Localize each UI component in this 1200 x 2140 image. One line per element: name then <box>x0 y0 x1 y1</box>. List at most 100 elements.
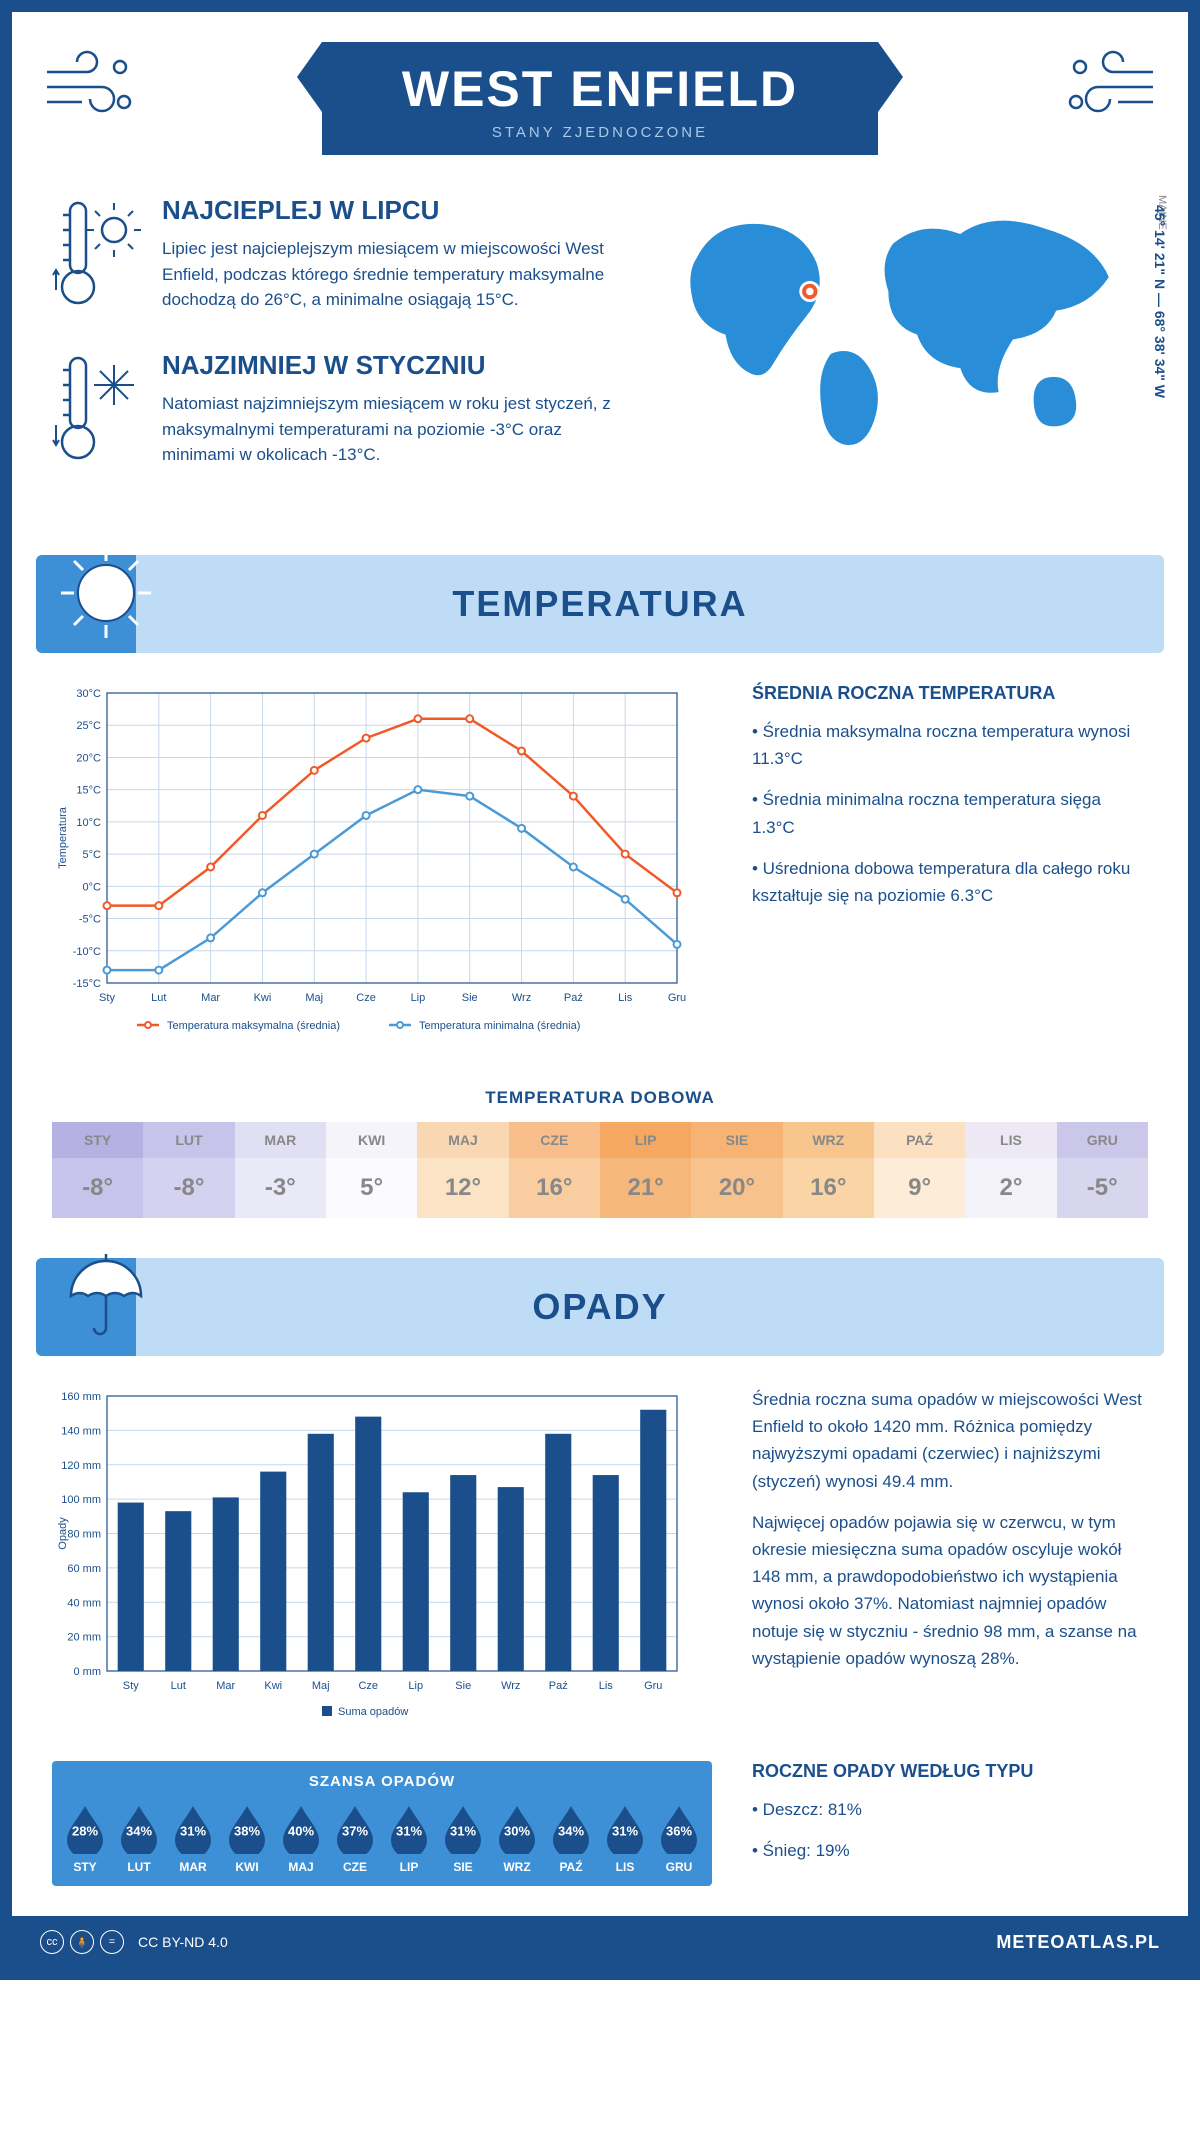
svg-text:100 mm: 100 mm <box>61 1494 101 1506</box>
svg-text:5°C: 5°C <box>83 849 102 861</box>
precip-chance-item: 34%PAŹ <box>544 1802 598 1874</box>
svg-text:-15°C: -15°C <box>73 978 101 990</box>
svg-text:Temperatura minimalna (średnia: Temperatura minimalna (średnia) <box>419 1020 580 1032</box>
wind-icon <box>1058 47 1158 127</box>
header: WEST ENFIELD STANY ZJEDNOCZONE <box>12 12 1188 175</box>
footer: cc 🧍 = CC BY-ND 4.0 METEOATLAS.PL <box>12 1916 1188 1968</box>
precip-text: Średnia roczna suma opadów w miejscowośc… <box>752 1386 1148 1731</box>
thermometer-hot-icon <box>52 195 142 320</box>
daily-temp-table: STY-8°LUT-8°MAR-3°KWI5°MAJ12°CZE16°LIP21… <box>52 1122 1148 1218</box>
svg-text:120 mm: 120 mm <box>61 1460 101 1472</box>
daily-temp-cell: STY-8° <box>52 1122 143 1218</box>
svg-text:Lip: Lip <box>408 1680 423 1692</box>
svg-text:Cze: Cze <box>356 992 376 1004</box>
svg-text:Wrz: Wrz <box>512 992 531 1004</box>
precip-chance-item: 30%WRZ <box>490 1802 544 1874</box>
temperature-section-head: TEMPERATURA <box>36 555 1164 653</box>
svg-text:Gru: Gru <box>644 1680 662 1692</box>
precip-section-head: OPADY <box>36 1258 1164 1356</box>
precip-chart: 0 mm20 mm40 mm60 mm80 mm100 mm120 mm140 … <box>52 1386 712 1731</box>
daily-temp-cell: WRZ16° <box>783 1122 874 1218</box>
warmest-title: NAJCIEPLEJ W LIPCU <box>162 195 638 226</box>
temperature-annual-text: ŚREDNIA ROCZNA TEMPERATURA • Średnia mak… <box>752 683 1148 1048</box>
svg-text:Lut: Lut <box>151 992 166 1004</box>
daily-temp-cell: LUT-8° <box>143 1122 234 1218</box>
coldest-block: NAJZIMNIEJ W STYCZNIU Natomiast najzimni… <box>52 350 638 475</box>
svg-text:Mar: Mar <box>201 992 220 1004</box>
precip-by-type: ROCZNE OPADY WEDŁUG TYPU • Deszcz: 81% •… <box>752 1761 1148 1886</box>
svg-text:Paź: Paź <box>549 1680 568 1692</box>
precip-chance-item: 34%LUT <box>112 1802 166 1874</box>
warmest-text: Lipiec jest najcieplejszym miesiącem w m… <box>162 236 638 313</box>
coldest-text: Natomiast najzimniejszym miesiącem w rok… <box>162 391 638 468</box>
title-banner: WEST ENFIELD STANY ZJEDNOCZONE <box>322 42 878 155</box>
daily-temp-cell: GRU-5° <box>1057 1122 1148 1218</box>
temperature-chart: -15°C-10°C-5°C0°C5°C10°C15°C20°C25°C30°C… <box>52 683 712 1048</box>
svg-text:-10°C: -10°C <box>73 946 101 958</box>
precip-paragraph: Najwięcej opadów pojawia się w czerwcu, … <box>752 1509 1148 1672</box>
coldest-title: NAJZIMNIEJ W STYCZNIU <box>162 350 638 381</box>
svg-text:-5°C: -5°C <box>79 914 101 926</box>
precip-chance-item: 38%KWI <box>220 1802 274 1874</box>
svg-text:Temperatura maksymalna (średni: Temperatura maksymalna (średnia) <box>167 1020 340 1032</box>
daily-temp-title: TEMPERATURA DOBOWA <box>12 1088 1188 1108</box>
by-icon: 🧍 <box>70 1930 94 1954</box>
svg-text:Mar: Mar <box>216 1680 235 1692</box>
annual-temp-point: • Średnia minimalna roczna temperatura s… <box>752 786 1148 840</box>
annual-temp-title: ŚREDNIA ROCZNA TEMPERATURA <box>752 683 1148 704</box>
world-map: MAINE 45° 14' 21" N — 68° 38' 34" W <box>668 195 1148 505</box>
svg-text:15°C: 15°C <box>76 785 101 797</box>
daily-temp-cell: LIP21° <box>600 1122 691 1218</box>
svg-text:Opady: Opady <box>57 1517 69 1550</box>
svg-text:30°C: 30°C <box>76 688 101 700</box>
annual-temp-point: • Średnia maksymalna roczna temperatura … <box>752 718 1148 772</box>
page-subtitle: STANY ZJEDNOCZONE <box>402 124 798 141</box>
svg-text:Lut: Lut <box>171 1680 186 1692</box>
intro-section: NAJCIEPLEJ W LIPCU Lipiec jest najcieple… <box>12 175 1188 535</box>
svg-text:Suma opadów: Suma opadów <box>338 1706 408 1718</box>
svg-text:20°C: 20°C <box>76 752 101 764</box>
svg-text:Sty: Sty <box>123 1680 139 1692</box>
svg-text:0°C: 0°C <box>83 881 102 893</box>
svg-text:Cze: Cze <box>358 1680 378 1692</box>
svg-text:Lip: Lip <box>411 992 426 1004</box>
svg-text:160 mm: 160 mm <box>61 1391 101 1403</box>
svg-text:40 mm: 40 mm <box>67 1597 101 1609</box>
svg-text:Gru: Gru <box>668 992 686 1004</box>
precip-chance-item: 31%SIE <box>436 1802 490 1874</box>
svg-text:140 mm: 140 mm <box>61 1425 101 1437</box>
daily-temp-cell: MAJ12° <box>417 1122 508 1218</box>
precip-chance-item: 40%MAJ <box>274 1802 328 1874</box>
umbrella-icon <box>56 1246 156 1346</box>
precip-chance-item: 28%STY <box>58 1802 112 1874</box>
annual-temp-point: • Uśredniona dobowa temperatura dla całe… <box>752 855 1148 909</box>
svg-text:Sty: Sty <box>99 992 115 1004</box>
precip-chance-item: 31%LIP <box>382 1802 436 1874</box>
precip-by-type-title: ROCZNE OPADY WEDŁUG TYPU <box>752 1761 1148 1782</box>
svg-text:Lis: Lis <box>599 1680 614 1692</box>
svg-text:Maj: Maj <box>305 992 323 1004</box>
precip-chance-item: 37%CZE <box>328 1802 382 1874</box>
daily-temp-cell: KWI5° <box>326 1122 417 1218</box>
sun-icon <box>56 543 156 643</box>
warmest-block: NAJCIEPLEJ W LIPCU Lipiec jest najcieple… <box>52 195 638 320</box>
page-title: WEST ENFIELD <box>402 60 798 118</box>
svg-text:Maj: Maj <box>312 1680 330 1692</box>
precip-by-type-item: • Deszcz: 81% <box>752 1796 1148 1823</box>
license-text: CC BY-ND 4.0 <box>138 1934 228 1950</box>
precip-chance-panel: SZANSA OPADÓW 28%STY34%LUT31%MAR38%KWI40… <box>52 1761 712 1886</box>
nd-icon: = <box>100 1930 124 1954</box>
precip-chance-title: SZANSA OPADÓW <box>58 1773 706 1790</box>
license-icons: cc 🧍 = CC BY-ND 4.0 <box>40 1930 228 1954</box>
svg-text:60 mm: 60 mm <box>67 1563 101 1575</box>
precip-chance-item: 31%LIS <box>598 1802 652 1874</box>
svg-text:20 mm: 20 mm <box>67 1632 101 1644</box>
precip-chance-item: 31%MAR <box>166 1802 220 1874</box>
daily-temp-cell: LIS2° <box>965 1122 1056 1218</box>
svg-text:Wrz: Wrz <box>501 1680 520 1692</box>
svg-text:80 mm: 80 mm <box>67 1529 101 1541</box>
daily-temp-cell: MAR-3° <box>235 1122 326 1218</box>
svg-text:Kwi: Kwi <box>264 1680 282 1692</box>
coordinates: 45° 14' 21" N — 68° 38' 34" W <box>1152 205 1168 398</box>
svg-text:Kwi: Kwi <box>254 992 272 1004</box>
